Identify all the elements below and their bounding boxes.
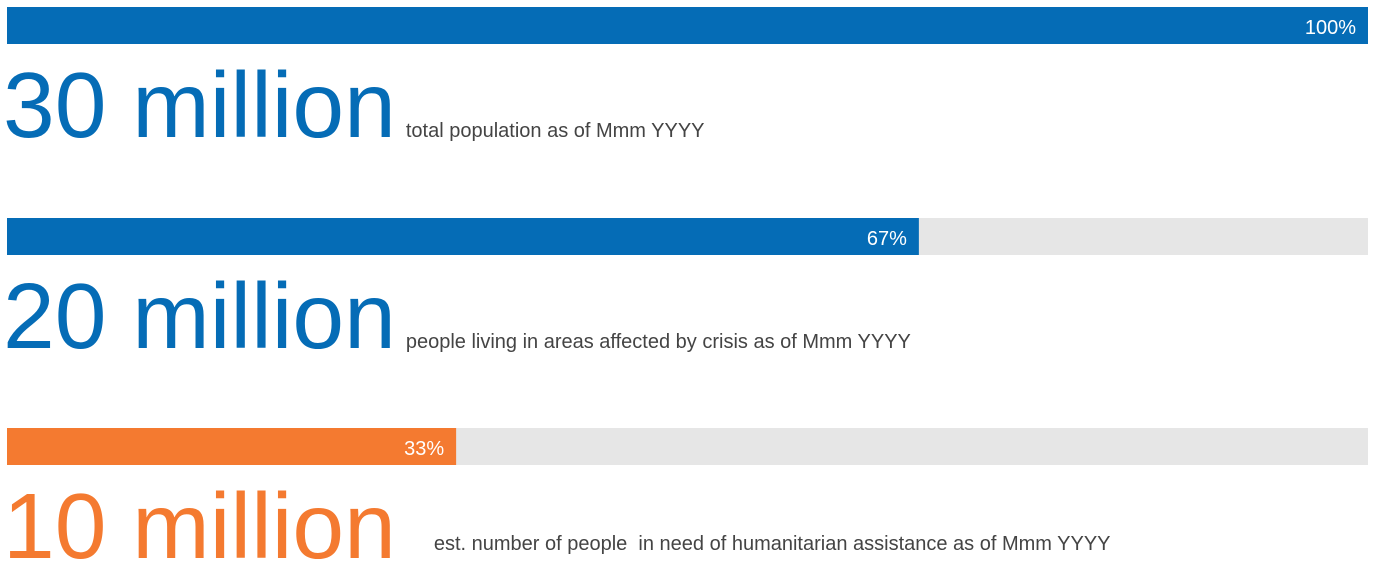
figure: 30 million	[3, 53, 396, 157]
figure: 10 million	[3, 474, 396, 562]
figure: 20 million	[3, 264, 396, 368]
description: people living in areas affected by crisi…	[406, 331, 911, 353]
percent-label: 33%	[404, 438, 444, 460]
bar	[7, 218, 919, 255]
description: total population as of Mmm YYYY	[406, 120, 705, 142]
percent-label: 67%	[867, 228, 907, 250]
percent-label: 100%	[1305, 17, 1356, 39]
bar	[7, 428, 457, 465]
description: est. number of people in need of humanit…	[434, 533, 1111, 555]
bar	[7, 7, 1368, 44]
